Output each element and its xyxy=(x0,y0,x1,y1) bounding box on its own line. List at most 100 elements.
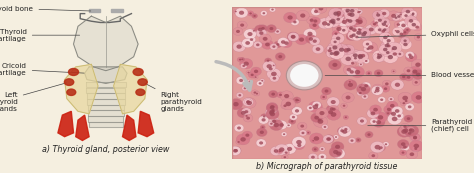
Circle shape xyxy=(334,41,337,43)
Circle shape xyxy=(237,44,242,49)
Circle shape xyxy=(311,139,316,143)
Circle shape xyxy=(358,28,360,30)
Circle shape xyxy=(276,30,279,33)
Circle shape xyxy=(287,32,299,41)
Circle shape xyxy=(234,149,238,152)
Circle shape xyxy=(401,129,407,134)
Circle shape xyxy=(359,11,361,13)
Circle shape xyxy=(289,119,296,124)
Circle shape xyxy=(403,128,409,133)
Circle shape xyxy=(331,100,336,104)
Circle shape xyxy=(274,149,278,153)
Circle shape xyxy=(288,124,290,126)
Circle shape xyxy=(379,148,381,150)
Circle shape xyxy=(412,79,420,86)
Circle shape xyxy=(383,48,393,57)
Circle shape xyxy=(337,27,342,31)
Circle shape xyxy=(346,32,356,40)
Circle shape xyxy=(307,132,309,134)
Circle shape xyxy=(256,139,266,147)
Circle shape xyxy=(234,124,244,132)
Circle shape xyxy=(240,57,245,61)
Circle shape xyxy=(370,105,382,114)
Circle shape xyxy=(270,43,278,50)
Circle shape xyxy=(286,123,292,128)
Circle shape xyxy=(279,94,282,96)
Circle shape xyxy=(372,154,375,157)
Circle shape xyxy=(374,26,385,34)
Circle shape xyxy=(372,86,383,95)
Circle shape xyxy=(252,90,258,95)
Circle shape xyxy=(333,8,345,18)
Circle shape xyxy=(366,43,369,45)
Circle shape xyxy=(356,138,361,142)
Circle shape xyxy=(270,105,274,108)
Circle shape xyxy=(355,36,358,38)
Circle shape xyxy=(243,98,254,106)
Circle shape xyxy=(363,58,370,64)
Circle shape xyxy=(236,134,250,145)
Circle shape xyxy=(368,45,374,50)
Circle shape xyxy=(266,65,276,73)
Circle shape xyxy=(265,43,270,46)
Circle shape xyxy=(350,9,355,13)
Circle shape xyxy=(403,98,410,104)
Circle shape xyxy=(414,148,417,150)
Circle shape xyxy=(378,19,382,22)
Circle shape xyxy=(334,33,337,35)
Circle shape xyxy=(270,112,275,116)
Circle shape xyxy=(239,59,241,61)
Circle shape xyxy=(318,119,323,124)
Circle shape xyxy=(382,22,386,26)
Circle shape xyxy=(363,40,373,48)
Circle shape xyxy=(343,45,355,54)
Circle shape xyxy=(323,20,333,28)
Circle shape xyxy=(259,34,271,44)
Circle shape xyxy=(328,42,342,53)
Circle shape xyxy=(240,58,253,69)
Circle shape xyxy=(343,115,348,120)
Circle shape xyxy=(328,60,341,70)
Circle shape xyxy=(347,12,352,16)
Text: b) Micrograph of parathyroid tissue: b) Micrograph of parathyroid tissue xyxy=(256,162,398,171)
Circle shape xyxy=(313,19,318,23)
Circle shape xyxy=(348,138,356,144)
Circle shape xyxy=(270,107,277,113)
Circle shape xyxy=(386,51,390,54)
Circle shape xyxy=(283,144,296,154)
Polygon shape xyxy=(89,8,100,12)
Circle shape xyxy=(401,142,406,146)
Circle shape xyxy=(308,101,322,112)
Circle shape xyxy=(329,48,343,59)
Circle shape xyxy=(294,141,305,150)
Circle shape xyxy=(353,53,358,57)
Circle shape xyxy=(398,21,409,30)
Circle shape xyxy=(377,56,381,59)
Circle shape xyxy=(273,65,274,66)
Circle shape xyxy=(276,43,280,46)
Polygon shape xyxy=(88,110,124,116)
Circle shape xyxy=(310,19,314,22)
Circle shape xyxy=(407,69,410,72)
Circle shape xyxy=(400,33,403,35)
Circle shape xyxy=(281,40,285,44)
Circle shape xyxy=(365,25,377,34)
Circle shape xyxy=(357,20,363,24)
Circle shape xyxy=(327,137,331,141)
Circle shape xyxy=(270,146,282,156)
Circle shape xyxy=(364,84,368,87)
Circle shape xyxy=(266,25,276,33)
Circle shape xyxy=(277,149,283,154)
Circle shape xyxy=(291,35,296,39)
Circle shape xyxy=(272,109,275,111)
Circle shape xyxy=(387,113,402,125)
Circle shape xyxy=(336,14,341,18)
Circle shape xyxy=(241,111,246,115)
Circle shape xyxy=(255,93,258,95)
Circle shape xyxy=(410,152,414,156)
Circle shape xyxy=(246,101,249,103)
Circle shape xyxy=(357,11,360,13)
Circle shape xyxy=(387,39,391,42)
Circle shape xyxy=(311,156,315,159)
Circle shape xyxy=(314,10,318,13)
